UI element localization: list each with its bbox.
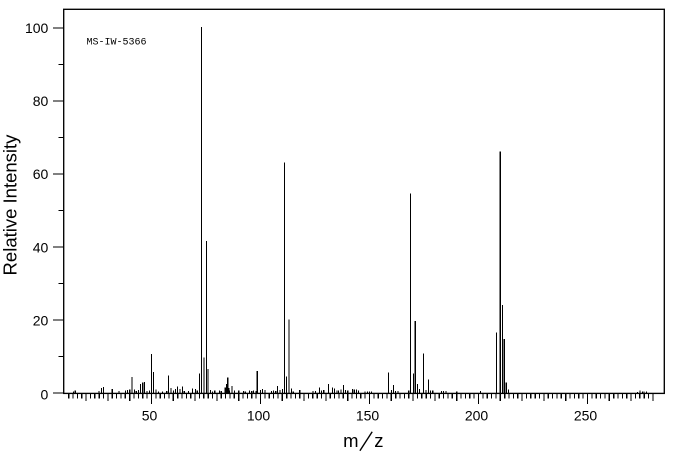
svg-text:Relative Intensity: Relative Intensity xyxy=(0,134,21,276)
svg-text:z: z xyxy=(374,430,383,451)
svg-text:60: 60 xyxy=(33,166,49,182)
svg-text:200: 200 xyxy=(465,407,489,423)
svg-text:150: 150 xyxy=(356,407,380,423)
svg-text:80: 80 xyxy=(33,93,49,109)
svg-text:50: 50 xyxy=(142,407,158,423)
svg-text:MS-IW-5366: MS-IW-5366 xyxy=(87,37,147,48)
svg-text:250: 250 xyxy=(574,407,598,423)
svg-text:0: 0 xyxy=(41,386,49,402)
svg-text:40: 40 xyxy=(33,239,49,255)
svg-text:100: 100 xyxy=(247,407,271,423)
svg-text:20: 20 xyxy=(33,312,49,328)
svg-text:m: m xyxy=(343,430,358,451)
svg-text:100: 100 xyxy=(25,20,49,36)
